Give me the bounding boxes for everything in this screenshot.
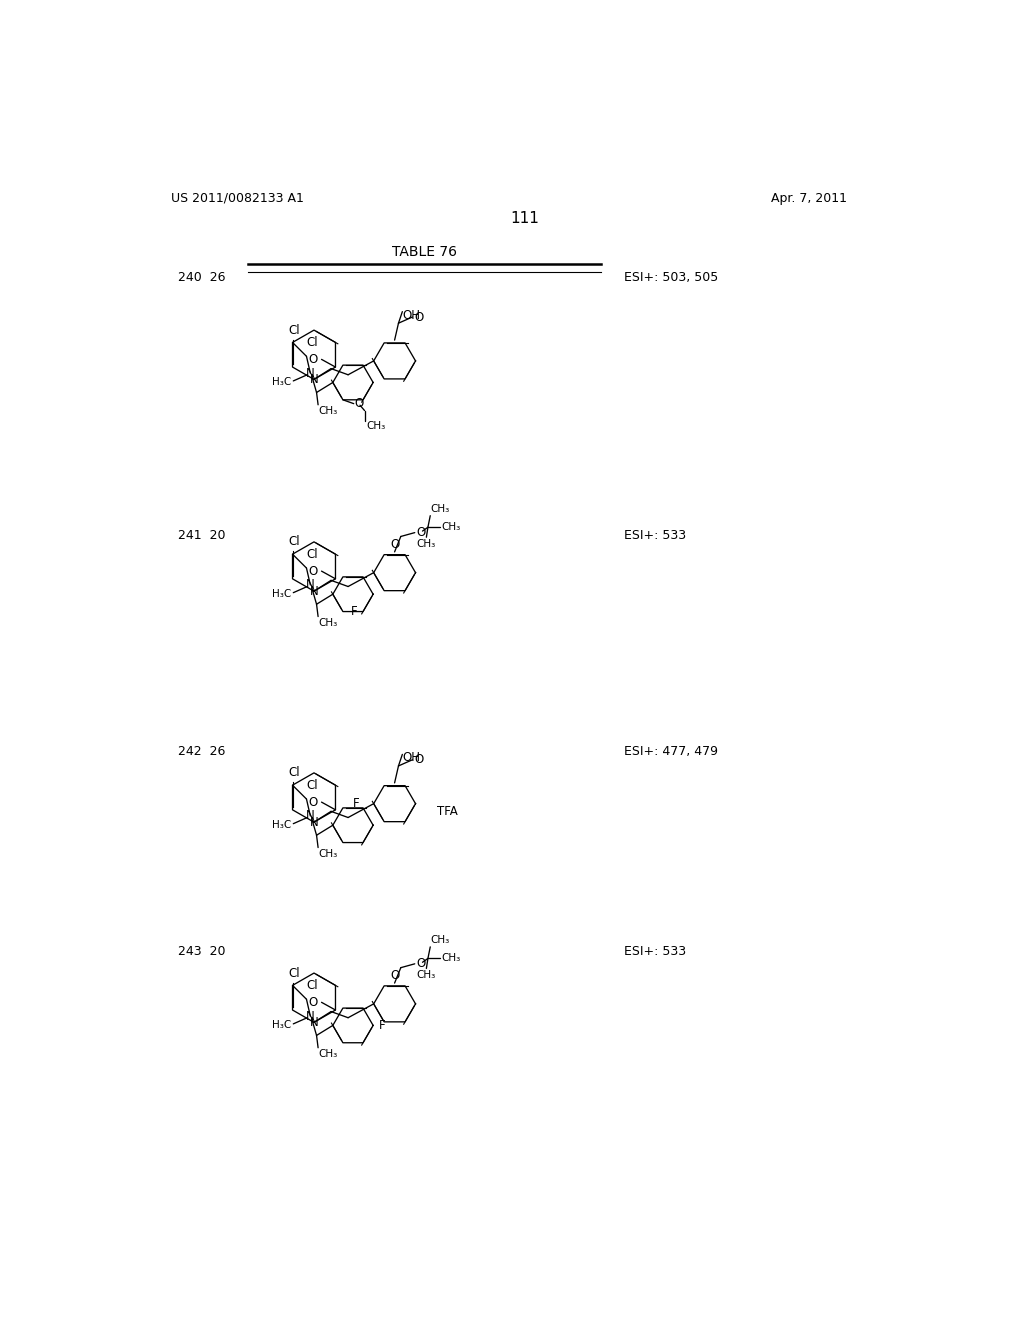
Text: N: N <box>309 585 318 598</box>
Text: CH₃: CH₃ <box>430 936 450 945</box>
Text: CH₃: CH₃ <box>318 407 337 416</box>
Text: N: N <box>309 372 318 385</box>
Text: N: N <box>306 367 314 380</box>
Text: O: O <box>308 995 317 1008</box>
Text: CH₃: CH₃ <box>442 523 461 532</box>
Text: CH₃: CH₃ <box>442 953 461 964</box>
Text: 111: 111 <box>510 211 540 226</box>
Text: N: N <box>306 809 314 822</box>
Text: H₃C: H₃C <box>272 820 292 830</box>
Text: ESI+: 533: ESI+: 533 <box>624 529 686 543</box>
Text: US 2011/0082133 A1: US 2011/0082133 A1 <box>171 191 303 205</box>
Text: Cl: Cl <box>289 536 300 548</box>
Text: OH: OH <box>402 309 420 322</box>
Text: 240  26: 240 26 <box>178 271 226 284</box>
Text: O: O <box>308 565 317 578</box>
Text: Apr. 7, 2011: Apr. 7, 2011 <box>771 191 847 205</box>
Text: OH: OH <box>402 751 420 764</box>
Text: Cl: Cl <box>307 779 318 792</box>
Text: CH₃: CH₃ <box>430 504 450 515</box>
Text: N: N <box>309 1016 318 1028</box>
Text: 241  20: 241 20 <box>178 529 226 543</box>
Text: H₃C: H₃C <box>272 589 292 599</box>
Text: F: F <box>353 797 360 809</box>
Text: CH₃: CH₃ <box>417 970 436 979</box>
Text: CH₃: CH₃ <box>318 618 337 628</box>
Text: Cl: Cl <box>307 335 318 348</box>
Text: O: O <box>417 527 426 539</box>
Text: ESI+: 533: ESI+: 533 <box>624 945 686 958</box>
Text: Cl: Cl <box>289 966 300 979</box>
Text: Cl: Cl <box>289 323 300 337</box>
Text: H₃C: H₃C <box>272 378 292 388</box>
Text: CH₃: CH₃ <box>367 421 385 432</box>
Text: O: O <box>417 957 426 970</box>
Text: O: O <box>414 310 423 323</box>
Text: F: F <box>379 1019 386 1032</box>
Text: N: N <box>306 578 314 591</box>
Text: O: O <box>390 969 399 982</box>
Text: O: O <box>414 754 423 767</box>
Text: O: O <box>308 352 317 366</box>
Text: N: N <box>309 816 318 829</box>
Text: ESI+: 503, 505: ESI+: 503, 505 <box>624 271 718 284</box>
Text: ESI+: 477, 479: ESI+: 477, 479 <box>624 744 718 758</box>
Text: Cl: Cl <box>307 979 318 991</box>
Text: TABLE 76: TABLE 76 <box>392 246 458 259</box>
Text: O: O <box>308 796 317 809</box>
Text: Cl: Cl <box>289 767 300 779</box>
Text: H₃C: H₃C <box>272 1020 292 1031</box>
Text: Cl: Cl <box>307 548 318 561</box>
Text: CH₃: CH₃ <box>318 849 337 859</box>
Text: CH₃: CH₃ <box>417 539 436 549</box>
Text: F: F <box>350 605 357 618</box>
Text: TFA: TFA <box>437 805 458 818</box>
Text: 242  26: 242 26 <box>178 744 225 758</box>
Text: CH₃: CH₃ <box>318 1049 337 1059</box>
Text: 243  20: 243 20 <box>178 945 226 958</box>
Text: N: N <box>306 1010 314 1023</box>
Text: O: O <box>390 539 399 550</box>
Text: O: O <box>354 397 364 411</box>
